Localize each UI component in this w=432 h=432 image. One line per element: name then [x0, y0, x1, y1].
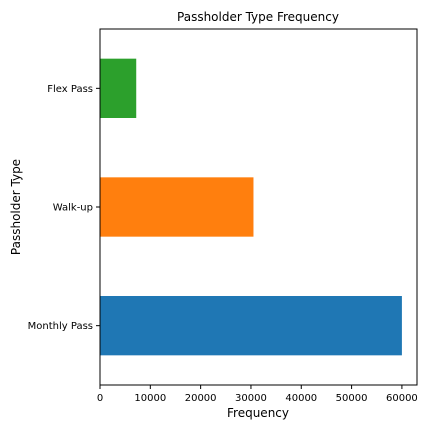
bar-flex-pass	[100, 59, 136, 118]
x-tick-label: 30000	[235, 393, 267, 404]
y-axis-label: Passholder Type	[9, 159, 23, 255]
x-axis-label: Frequency	[227, 406, 289, 420]
x-tick-label: 40000	[285, 393, 317, 404]
x-tick-label: 0	[97, 393, 103, 404]
chart-title: Passholder Type Frequency	[177, 10, 339, 24]
x-tick-label: 60000	[386, 393, 418, 404]
y-axis-ticks: Monthly Pass Walk-up Flex Pass	[28, 84, 100, 332]
bar-monthly-pass	[100, 296, 402, 355]
x-tick-label: 20000	[185, 393, 217, 404]
bars-group	[100, 59, 402, 356]
x-axis-ticks: 0 10000 20000 30000 40000 50000 60000	[97, 385, 418, 404]
x-tick-label: 50000	[336, 393, 368, 404]
y-tick-label: Monthly Pass	[28, 321, 93, 332]
y-tick-label: Walk-up	[53, 203, 93, 214]
bar-walk-up	[100, 177, 253, 236]
x-tick-label: 10000	[134, 393, 166, 404]
y-tick-label: Flex Pass	[47, 84, 93, 95]
